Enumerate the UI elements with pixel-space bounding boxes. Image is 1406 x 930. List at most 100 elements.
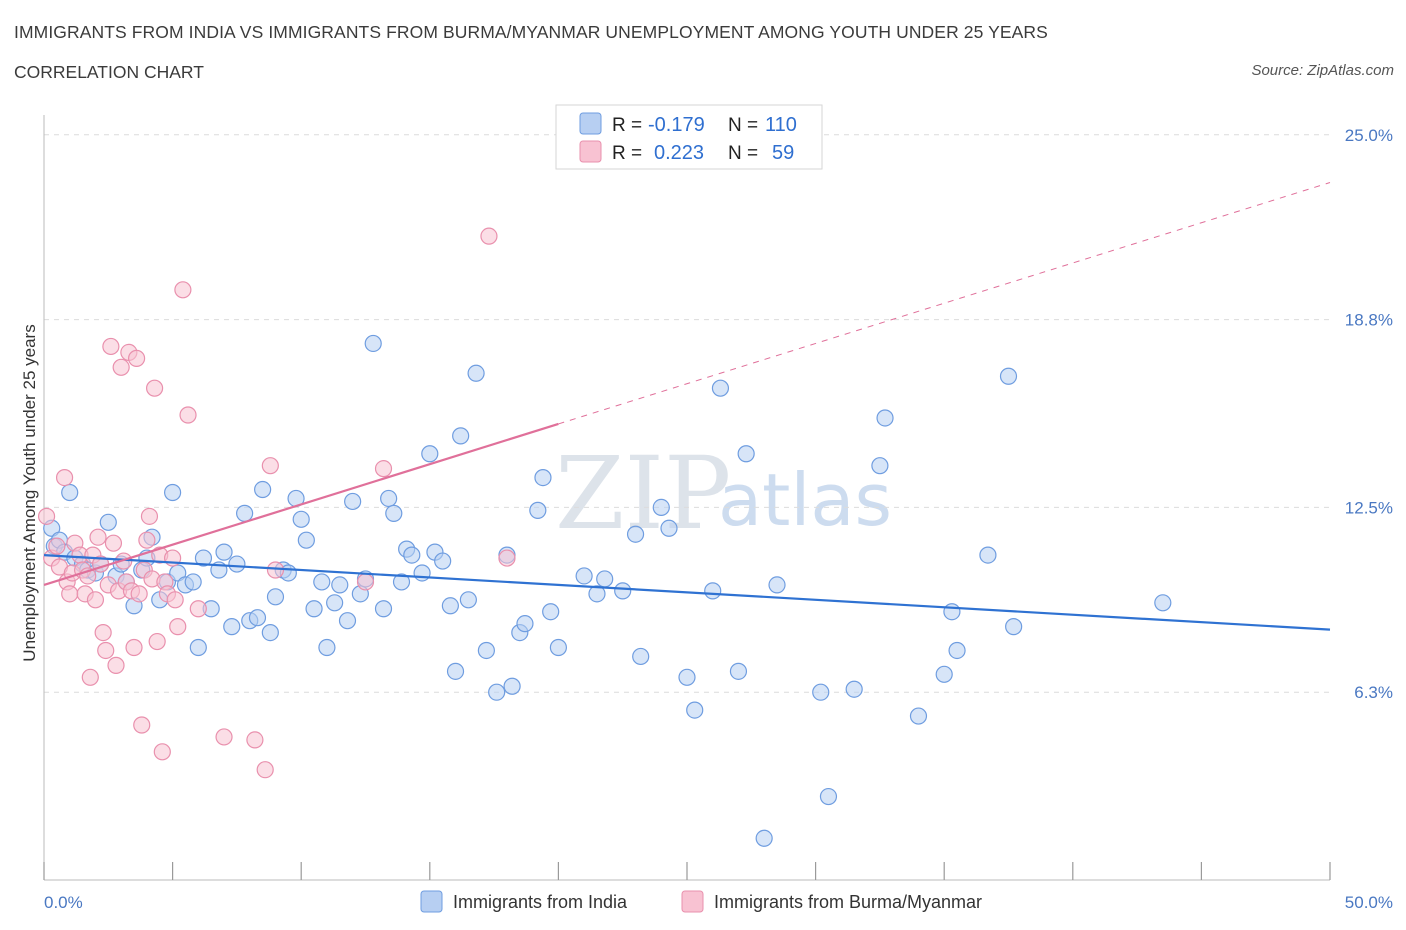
india-point — [421, 445, 439, 463]
india-point — [338, 612, 357, 630]
burma-point — [189, 600, 207, 618]
burma-point — [140, 507, 159, 525]
india-point — [434, 552, 452, 570]
burma-point — [246, 731, 264, 749]
india-point — [704, 582, 722, 600]
india-point — [477, 641, 495, 660]
chart-title: IMMIGRANTS FROM INDIA VS IMMIGRANTS FROM… — [14, 22, 1048, 42]
chart-subtitle: CORRELATION CHART — [14, 62, 204, 82]
burma-point — [166, 591, 184, 609]
series-legend-label-india: Immigrants from India — [453, 892, 628, 912]
legend-r-label-burma: R = — [612, 143, 642, 164]
india-point — [313, 573, 331, 591]
india-points — [43, 334, 1172, 847]
india-point — [326, 594, 344, 612]
india-point — [652, 498, 670, 517]
india-point — [626, 525, 645, 543]
series-legend-swatch-burma — [681, 890, 704, 913]
burma-points — [37, 227, 516, 779]
india-point — [812, 683, 830, 701]
india-point — [909, 707, 928, 725]
india-point — [99, 513, 117, 531]
india-point — [529, 501, 547, 519]
india-point — [488, 683, 506, 701]
india-point — [876, 409, 894, 427]
india-point — [729, 662, 748, 680]
burma-point — [145, 379, 164, 397]
burma-point — [174, 281, 192, 299]
axes — [43, 115, 1331, 881]
y-tick-label-1: 12.5% — [1345, 498, 1393, 517]
y-axis-label: Unemployment Among Youth under 25 years — [20, 324, 39, 661]
burma-point — [107, 656, 125, 674]
india-point — [413, 564, 431, 582]
burma-trend-line — [43, 422, 559, 586]
india-point — [228, 555, 246, 573]
india-point — [223, 618, 241, 636]
india-point — [164, 483, 182, 502]
burma-point — [153, 743, 171, 761]
india-point — [575, 567, 593, 585]
legend-n-label-india: N = — [728, 115, 758, 136]
india-point — [1005, 618, 1023, 636]
india-point — [331, 576, 349, 594]
burma-point — [133, 716, 151, 734]
india-point — [711, 379, 730, 397]
india-point — [374, 600, 393, 618]
india-point — [979, 546, 997, 564]
india-point — [737, 445, 755, 463]
india-point — [305, 600, 323, 618]
india-point — [686, 701, 704, 719]
india-point — [819, 787, 838, 806]
burma-point — [130, 585, 148, 603]
india-point — [61, 483, 79, 502]
burma-point — [102, 337, 120, 356]
india-point — [845, 680, 863, 698]
burma-point — [89, 528, 107, 546]
india-point — [385, 504, 403, 522]
india-point — [516, 615, 534, 633]
india-point — [403, 546, 421, 564]
y-tick-labels: 6.3% 12.5% 18.8% 25.0% — [1345, 126, 1393, 702]
y-tick-label-3: 25.0% — [1345, 126, 1393, 145]
burma-point — [127, 349, 146, 367]
india-point — [1154, 594, 1172, 612]
india-point — [596, 570, 614, 588]
burma-point — [37, 507, 56, 525]
burma-point — [86, 591, 105, 609]
india-point — [459, 591, 477, 609]
legend-r-value-india: -0.179 — [648, 114, 705, 136]
india-point — [614, 582, 632, 600]
india-point — [266, 588, 285, 606]
y-tick-label-0: 6.3% — [1354, 683, 1393, 702]
burma-point — [48, 537, 66, 555]
india-point — [632, 647, 650, 666]
india-point — [441, 597, 459, 615]
india-point — [999, 367, 1018, 385]
india-point — [215, 543, 233, 561]
india-point — [660, 519, 678, 537]
burma-point — [112, 358, 130, 376]
burma-point — [104, 534, 123, 552]
india-point — [467, 364, 485, 382]
legend-n-label-burma: N = — [728, 143, 758, 164]
india-point — [549, 638, 568, 657]
india-point — [189, 638, 207, 657]
india-point — [318, 638, 336, 657]
trend-lines — [43, 182, 1331, 631]
india-point — [184, 573, 202, 591]
india-point — [768, 576, 786, 594]
india-point — [588, 585, 606, 603]
burma-point — [81, 668, 99, 686]
india-trend-line — [43, 553, 1331, 631]
burma-point — [55, 468, 74, 487]
burma-point — [138, 531, 156, 549]
burma-point — [261, 457, 279, 475]
legend-swatch-india — [579, 112, 602, 135]
series-legend: Immigrants from India Immigrants from Bu… — [420, 890, 982, 913]
burma-point — [179, 406, 197, 424]
burma-point — [97, 641, 115, 660]
burma-point — [169, 618, 187, 636]
burma-point — [125, 638, 143, 657]
grid-lines — [44, 134, 1330, 693]
